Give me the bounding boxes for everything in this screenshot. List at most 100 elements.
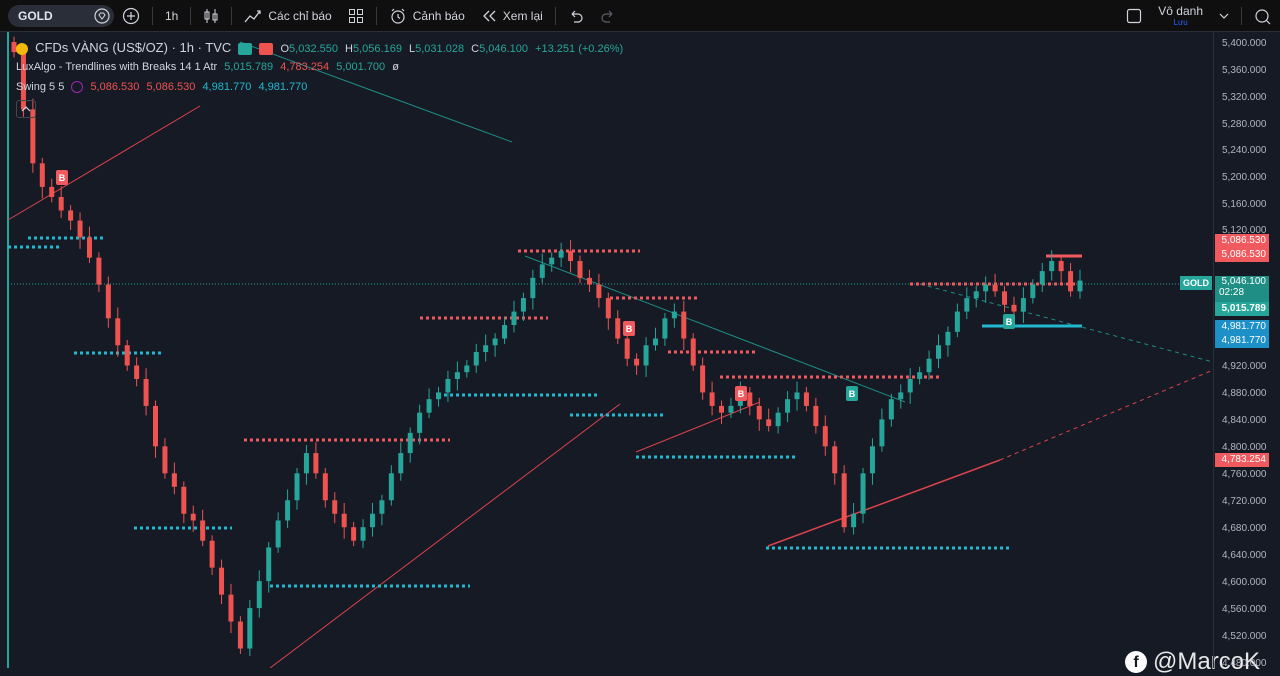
breakout-marker[interactable]: B (846, 386, 858, 401)
interval-label: 1h (165, 8, 179, 23)
chart-canvas[interactable]: B B B B B (0, 32, 1214, 669)
candle-up (945, 331, 951, 346)
price-tick: 4,640.000 (1222, 550, 1267, 561)
candle-down (322, 473, 328, 501)
account-menu[interactable]: Vô danh Lưu (1150, 2, 1211, 30)
alert-button[interactable]: Cảnh báo (381, 4, 473, 28)
symbol-tag: GOLD (1180, 276, 1212, 290)
candle-down (209, 540, 215, 568)
price-tick: 4,520.000 (1222, 631, 1267, 642)
indicator-1-v3: 5,001.700 (336, 61, 386, 73)
candle-up (454, 372, 460, 379)
candle-down (341, 513, 347, 528)
legend-indicator-2[interactable]: Swing 5 5 5,086.530 5,086.530 4,981.770 … (16, 81, 311, 94)
candle-up (652, 338, 658, 346)
candle-up (275, 520, 281, 548)
account-sub: Lưu (1173, 18, 1188, 27)
candle-up (388, 473, 394, 501)
candle-up (464, 365, 470, 373)
high-label: H (345, 43, 353, 55)
legend-main[interactable]: CFDs VÀNG (US$/OZ) · 1h · TVC O5,032.550… (16, 40, 627, 56)
candle-down (143, 378, 149, 406)
replay-button[interactable]: Xem lại (473, 4, 551, 28)
add-symbol-button[interactable] (114, 4, 148, 28)
change-value: +13.251 (+0.26%) (535, 43, 624, 55)
rewind-icon (481, 9, 497, 23)
divider (375, 6, 377, 25)
indicators-button[interactable]: Các chỉ báo (236, 4, 339, 28)
buy-badge-icon[interactable] (238, 43, 253, 56)
redo-icon (600, 9, 616, 23)
trendline-down-2 (524, 255, 906, 403)
candle-up (369, 513, 375, 528)
candle-up (964, 298, 970, 312)
candle-down (803, 392, 809, 406)
candles-icon (203, 7, 219, 25)
candle-down (20, 52, 26, 110)
legend-collapse-button[interactable] (16, 100, 36, 118)
price-chart[interactable]: B B B B B CFDs VÀNG (US$/OZ) · 1h · TVC O5,0… (0, 32, 1260, 675)
price-tick: 4,840.000 (1222, 415, 1267, 426)
candle-up (511, 311, 517, 326)
divider (231, 6, 233, 25)
interval-button[interactable]: 1h (157, 4, 186, 28)
candle-down (992, 284, 998, 292)
price-tick: 5,280.000 (1222, 119, 1267, 130)
candle-up (1049, 261, 1055, 272)
candle-down (332, 500, 338, 514)
breakout-marker-label: B (738, 389, 745, 399)
candle-up (256, 581, 262, 609)
symbol-search-box[interactable]: GOLD (8, 4, 114, 27)
trendline-up-4 (767, 459, 1001, 547)
candle-down (719, 405, 725, 413)
candle-up (1030, 284, 1036, 299)
candle-down (181, 486, 187, 514)
screenshot-button[interactable] (1246, 4, 1280, 28)
candle-down (1011, 304, 1017, 312)
sell-badge-icon[interactable] (259, 43, 274, 56)
candle-down (766, 419, 772, 427)
low-value: 5,031.028 (415, 43, 465, 55)
plus-circle-icon (122, 7, 140, 25)
price-tick: 4,680.000 (1222, 523, 1267, 534)
layout-button[interactable] (1118, 4, 1150, 28)
candle-up (1077, 280, 1083, 292)
templates-button[interactable] (340, 4, 372, 28)
candle-down (228, 594, 234, 622)
diamond-icon[interactable] (94, 7, 110, 24)
candle-down (86, 237, 92, 258)
price-tick: 5,120.000 (1222, 225, 1267, 236)
candle-up (935, 345, 941, 359)
account-dropdown[interactable] (1211, 4, 1237, 28)
candle-down (586, 277, 592, 285)
high-value: 5,056.169 (353, 43, 402, 55)
candle-down (813, 405, 819, 427)
open-label: O (280, 43, 290, 55)
price-tick: 4,920.000 (1222, 361, 1267, 372)
breakout-marker[interactable]: B (56, 170, 68, 185)
candle-down (39, 163, 45, 187)
undo-button[interactable] (560, 4, 592, 28)
candle-up (407, 432, 413, 454)
breakout-marker[interactable]: B (735, 386, 747, 401)
divider (1241, 6, 1242, 25)
redo-button[interactable] (592, 4, 624, 28)
candle-up (879, 419, 885, 447)
candle-up (898, 392, 904, 400)
candle-up (794, 392, 800, 400)
breakout-marker-label: B (849, 389, 856, 399)
price-tick: 5,240.000 (1222, 145, 1267, 156)
breakout-marker[interactable]: B (1003, 314, 1015, 329)
price-tick: 4,480.000 (1222, 658, 1267, 669)
facebook-icon: f (1125, 651, 1147, 673)
chart-type-button[interactable] (195, 4, 227, 28)
price-tick: 5,360.000 (1222, 65, 1267, 76)
price-axis[interactable]: 5,400.000 5,360.000 5,320.000 5,280.000 … (1180, 32, 1280, 669)
candle-down (200, 520, 206, 541)
divider (554, 6, 556, 25)
candle-down (96, 257, 102, 285)
candle-down (351, 527, 357, 541)
breakout-marker[interactable]: B (623, 321, 635, 336)
candle-down (58, 197, 64, 211)
legend-indicator-1[interactable]: LuxAlgo - Trendlines with Breaks 14 1 At… (16, 61, 403, 73)
